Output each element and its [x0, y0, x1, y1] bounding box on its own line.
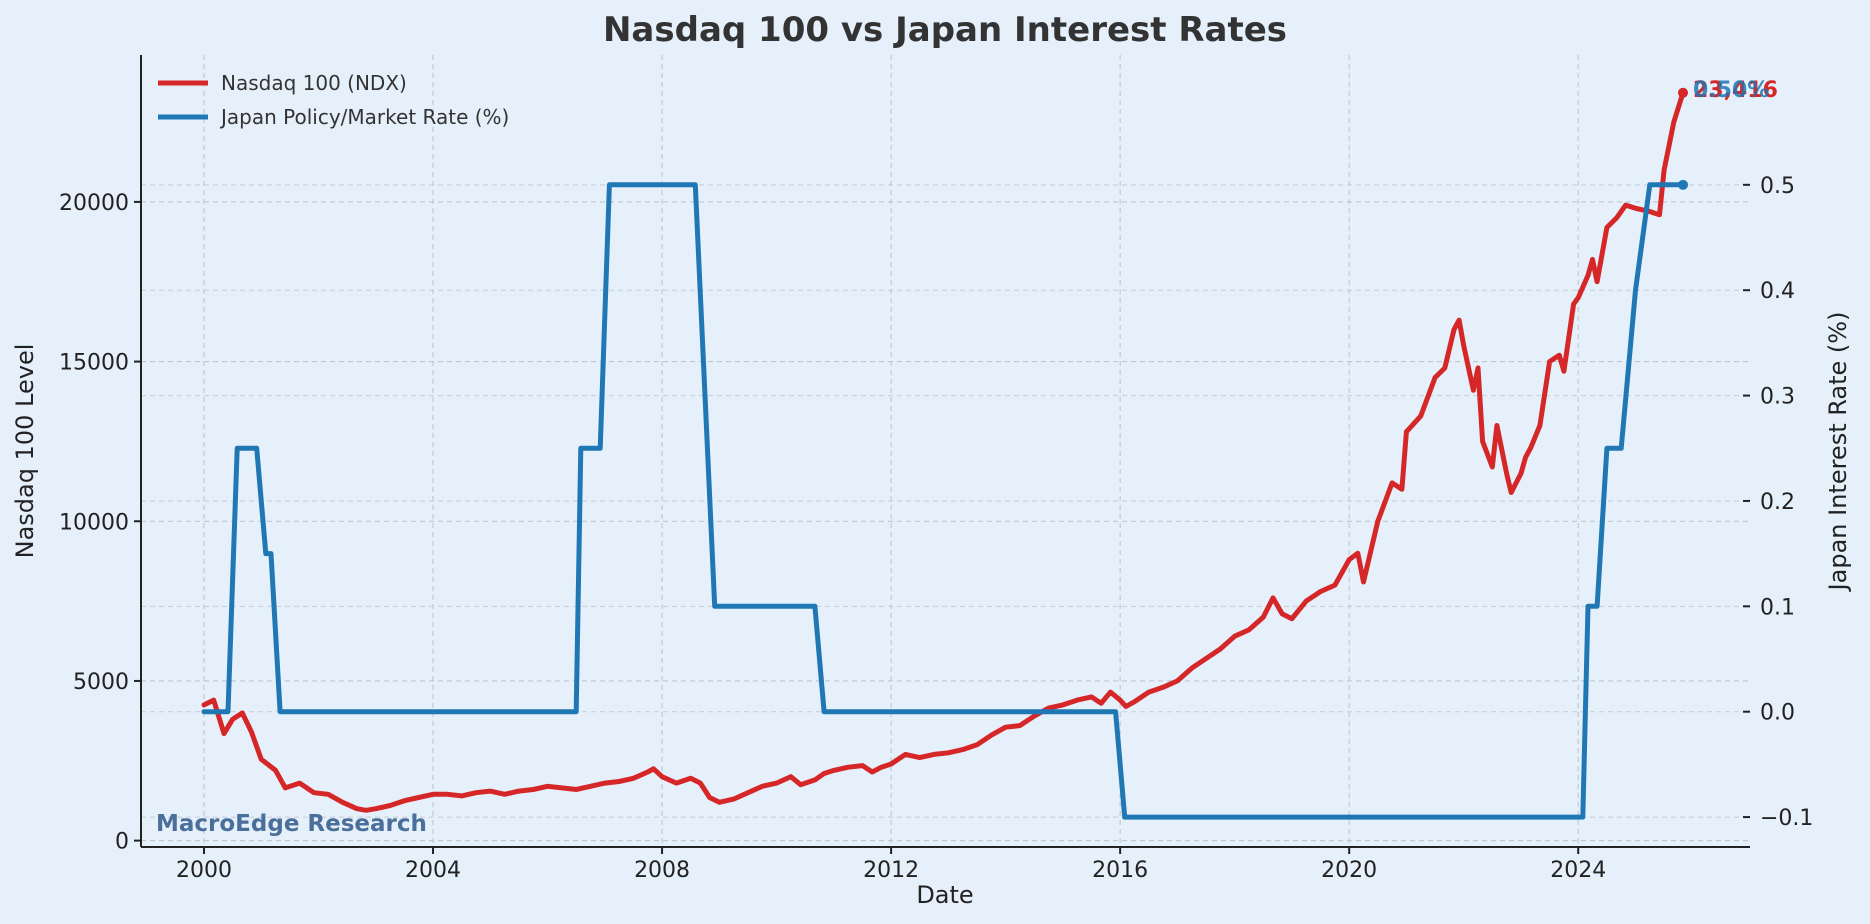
axes	[140, 55, 1750, 848]
y-left-tick-label: 10000	[59, 510, 129, 535]
y-left-axis-label: Nasdaq 100 Level	[11, 344, 39, 559]
y-right-tick-label: 0.3	[1760, 385, 1795, 410]
japan-rate-line-end-point	[1678, 179, 1689, 190]
y-right-tick-label: 0.2	[1760, 490, 1795, 515]
y-right-ticks: −0.1 0.0 0.1 0.2 0.3 0.4 0.5	[1743, 174, 1813, 831]
chart-title: Nasdaq 100 vs Japan Interest Rates	[603, 10, 1287, 50]
y-right-tick-label: 0.5	[1760, 174, 1795, 199]
legend-rate-label: Japan Policy/Market Rate (%)	[219, 105, 509, 129]
watermark: MacroEdge Research	[156, 811, 427, 837]
y-right-tick-label: 0.0	[1760, 701, 1795, 726]
y-left-tick-label: 0	[115, 830, 129, 855]
y-right-tick-label: 0.1	[1760, 595, 1795, 620]
x-tick-label: 2024	[1550, 858, 1606, 883]
legend-ndx-label: Nasdaq 100 (NDX)	[221, 71, 407, 95]
ndx-line-end-point	[1678, 87, 1689, 98]
japan-rate-line	[201, 182, 1686, 820]
ndx-end-label: 23,416	[1693, 78, 1778, 103]
y-right-tick-label: −0.1	[1760, 806, 1813, 831]
x-tick-label: 2012	[863, 858, 919, 883]
x-axis-label: Date	[916, 881, 973, 909]
x-tick-label: 2016	[1092, 858, 1148, 883]
grid	[141, 55, 1750, 847]
legend: Nasdaq 100 (NDX) Japan Policy/Market Rat…	[158, 71, 509, 129]
x-ticks: 2000 2004 2008 2012 2016 2020 2024	[176, 847, 1606, 883]
x-tick-label: 2004	[405, 858, 461, 883]
series-layer	[201, 87, 1689, 820]
y-left-ticks: 0 5000 10000 15000 20000	[59, 191, 141, 855]
x-tick-label: 2000	[176, 858, 232, 883]
y-left-tick-label: 15000	[59, 351, 129, 376]
rate-end-label: 0.50%	[1693, 78, 1769, 103]
y-right-tick-label: 0.4	[1760, 279, 1795, 304]
y-left-tick-label: 20000	[59, 191, 129, 216]
y-left-tick-label: 5000	[73, 670, 129, 695]
x-tick-label: 2020	[1321, 858, 1377, 883]
y-right-axis-label: Japan Interest Rate (%)	[1824, 312, 1852, 593]
x-tick-label: 2008	[634, 858, 690, 883]
